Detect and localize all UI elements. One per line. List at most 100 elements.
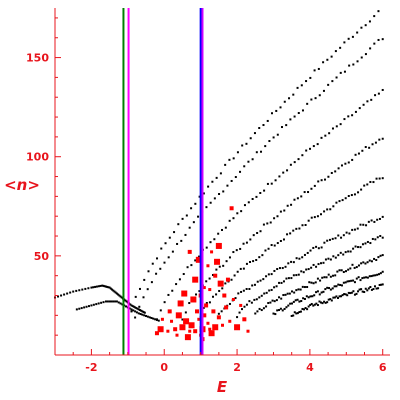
black-point <box>303 286 306 289</box>
black-point <box>221 287 224 290</box>
black-point <box>368 275 371 278</box>
black-point <box>324 134 327 137</box>
black-point <box>359 223 362 226</box>
black-point <box>342 234 345 237</box>
black-point <box>63 293 66 296</box>
black-point <box>242 242 245 245</box>
black-point <box>313 184 316 187</box>
black-point <box>368 259 371 262</box>
black-point <box>256 310 259 313</box>
black-point <box>95 303 98 306</box>
black-point <box>329 275 332 278</box>
black-point <box>270 112 273 115</box>
black-point <box>150 316 153 319</box>
black-point <box>296 197 299 200</box>
black-point <box>262 124 265 127</box>
black-point <box>287 304 290 307</box>
black-point <box>300 195 303 198</box>
black-point <box>282 280 285 283</box>
black-point <box>255 195 258 198</box>
black-point <box>356 31 359 34</box>
black-point <box>197 215 200 218</box>
red-point <box>204 303 209 308</box>
black-point <box>323 300 326 303</box>
black-point <box>279 106 282 109</box>
black-point <box>87 305 90 308</box>
black-point <box>310 302 313 305</box>
black-point <box>258 296 261 299</box>
red-point <box>242 317 247 322</box>
black-point <box>352 63 355 66</box>
black-point <box>247 160 250 163</box>
black-point <box>329 288 332 291</box>
black-point <box>124 299 127 302</box>
black-point <box>263 189 266 192</box>
black-point <box>373 257 376 260</box>
black-point <box>360 262 363 265</box>
black-point <box>343 293 346 296</box>
black-point <box>302 271 305 274</box>
black-point <box>366 261 369 264</box>
black-point <box>337 234 340 237</box>
black-point <box>344 162 347 165</box>
black-point <box>327 83 330 86</box>
black-point <box>185 214 188 217</box>
black-point <box>236 270 239 273</box>
black-point <box>326 239 329 242</box>
black-point <box>208 301 211 304</box>
black-point <box>102 284 105 287</box>
black-point <box>361 149 364 152</box>
black-point <box>329 258 332 261</box>
black-point <box>364 146 367 149</box>
black-point <box>352 290 355 293</box>
red-point <box>175 333 179 337</box>
black-point <box>222 190 225 193</box>
red-point <box>188 322 195 329</box>
black-point <box>85 305 88 308</box>
black-point <box>184 233 187 236</box>
black-point <box>217 312 220 315</box>
black-point <box>374 141 377 144</box>
black-point <box>194 259 197 262</box>
black-point <box>320 213 323 216</box>
black-point <box>243 204 246 207</box>
black-point <box>262 307 265 310</box>
black-point <box>175 283 178 286</box>
black-point <box>344 293 347 296</box>
black-point <box>297 112 300 115</box>
black-point <box>253 298 256 301</box>
black-point <box>327 175 330 178</box>
black-point <box>332 274 335 277</box>
black-point <box>232 157 235 160</box>
black-point <box>310 266 313 269</box>
red-point <box>214 258 221 265</box>
black-point <box>293 198 296 201</box>
black-point <box>303 191 306 194</box>
black-point <box>198 195 201 198</box>
black-point <box>224 282 227 285</box>
black-point <box>381 137 384 140</box>
black-point <box>279 239 282 242</box>
black-point <box>265 275 268 278</box>
black-point <box>347 161 350 164</box>
black-point <box>370 288 373 291</box>
black-point <box>236 316 239 319</box>
black-point <box>377 256 380 259</box>
black-point <box>117 293 120 296</box>
black-point <box>330 299 333 302</box>
black-point <box>335 295 338 298</box>
y-tick-label: 100 <box>26 151 49 164</box>
black-point <box>260 309 263 312</box>
red-point <box>206 321 210 325</box>
black-point <box>342 271 345 274</box>
black-point <box>239 267 242 270</box>
black-point <box>360 26 363 29</box>
black-point <box>66 292 69 295</box>
x-tick-label: -2 <box>85 361 97 374</box>
black-point <box>167 256 170 259</box>
black-point <box>334 50 337 53</box>
black-point <box>266 222 269 225</box>
black-point <box>279 210 282 213</box>
black-point <box>269 301 272 304</box>
black-point <box>361 277 364 280</box>
